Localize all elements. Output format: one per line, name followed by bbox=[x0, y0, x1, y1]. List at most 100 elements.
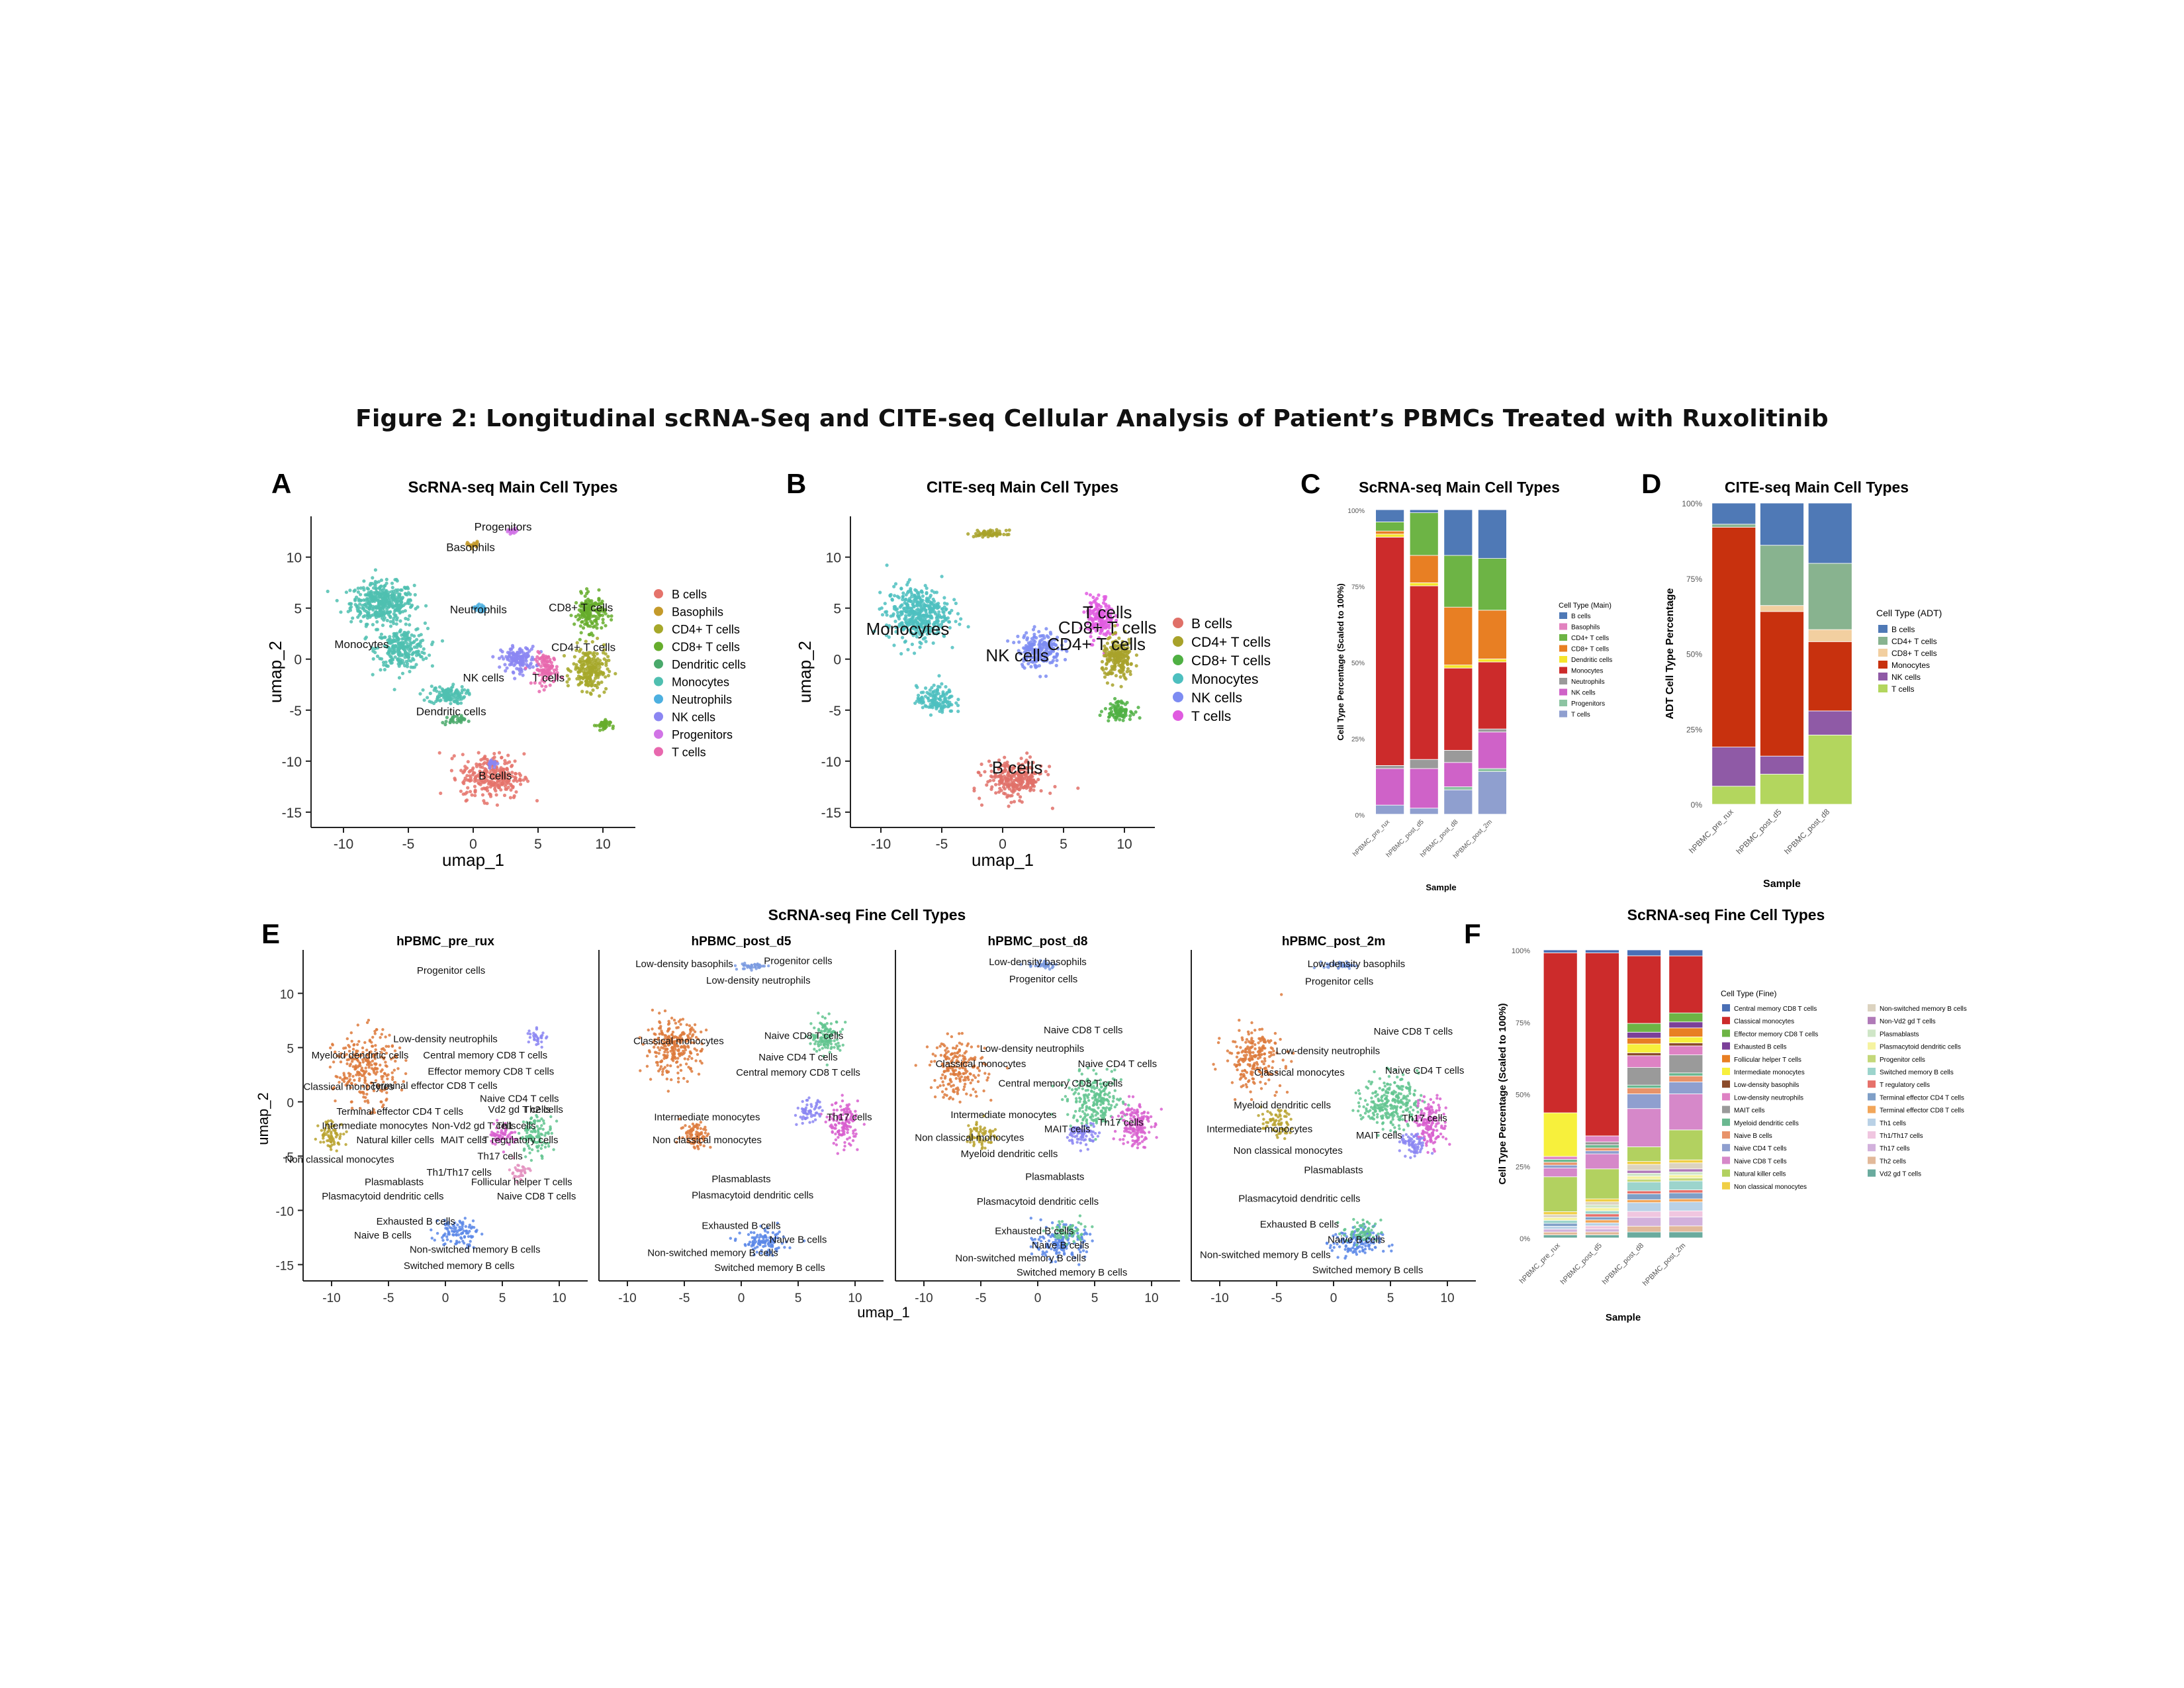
umap-point bbox=[1125, 700, 1129, 704]
umap-point bbox=[1029, 665, 1033, 669]
umap-point bbox=[1109, 669, 1113, 673]
umap-point bbox=[1054, 663, 1058, 668]
umap-point bbox=[359, 592, 363, 596]
umap-point bbox=[830, 1045, 833, 1049]
umap-point bbox=[594, 724, 599, 727]
umap-point bbox=[833, 1046, 836, 1049]
umap-point bbox=[966, 625, 970, 629]
umap-point bbox=[1104, 667, 1108, 671]
umap-point bbox=[435, 1232, 439, 1235]
umap-point bbox=[394, 622, 398, 626]
umap-point bbox=[373, 580, 377, 584]
umap-point bbox=[369, 589, 373, 594]
umap-point bbox=[1118, 675, 1122, 679]
umap-point bbox=[513, 677, 517, 680]
x-tick-label: 0 bbox=[738, 1291, 745, 1305]
umap-point bbox=[579, 604, 583, 608]
umap-point bbox=[602, 648, 606, 652]
umap-point bbox=[885, 613, 889, 617]
umap-point bbox=[471, 771, 475, 775]
umap-point bbox=[645, 1064, 649, 1068]
umap-point bbox=[538, 681, 542, 685]
umap-point bbox=[679, 1063, 682, 1067]
umap-point bbox=[560, 676, 564, 680]
umap-point bbox=[598, 614, 602, 618]
legend-label: T cells bbox=[1571, 712, 1590, 719]
bar-segment bbox=[1711, 524, 1756, 528]
umap-point bbox=[512, 1171, 515, 1174]
umap-point bbox=[535, 1125, 539, 1128]
umap-point bbox=[546, 671, 550, 675]
legend-label: CD4+ T cells bbox=[1891, 637, 1937, 646]
bar-segment bbox=[1807, 502, 1852, 564]
umap-point bbox=[991, 778, 995, 782]
umap-point bbox=[416, 605, 420, 609]
umap-point bbox=[878, 607, 882, 611]
umap-point bbox=[520, 654, 525, 658]
umap-point bbox=[840, 1133, 844, 1137]
cluster-label: Intermediate monocytes bbox=[322, 1120, 428, 1131]
cluster-label: Progenitors bbox=[475, 521, 532, 534]
y-tick-label: -5 bbox=[289, 704, 302, 719]
umap-point bbox=[349, 1100, 353, 1103]
umap-point bbox=[956, 612, 960, 616]
umap-point bbox=[681, 1126, 685, 1129]
umap-point bbox=[358, 602, 362, 606]
x-category-label: hPBMC_post_d8 bbox=[1782, 807, 1831, 856]
umap-point bbox=[339, 1133, 342, 1136]
umap-point bbox=[441, 721, 445, 725]
umap-point bbox=[428, 700, 432, 704]
bar-segment bbox=[1443, 555, 1473, 608]
umap-point bbox=[1105, 681, 1109, 685]
umap-point bbox=[394, 598, 398, 602]
umap-point bbox=[508, 760, 512, 764]
umap-point bbox=[671, 1056, 674, 1060]
umap-point bbox=[529, 658, 533, 662]
umap-point bbox=[396, 637, 401, 641]
umap-point bbox=[513, 759, 517, 763]
umap-point bbox=[398, 1046, 402, 1050]
umap-point bbox=[398, 654, 402, 658]
umap-point bbox=[365, 616, 370, 620]
umap-point bbox=[543, 659, 547, 663]
legend-swatch bbox=[1559, 623, 1567, 630]
umap-point bbox=[463, 1217, 467, 1220]
bar-segment bbox=[1711, 747, 1756, 787]
umap-point bbox=[540, 673, 545, 677]
umap-point bbox=[400, 637, 404, 641]
umap-point bbox=[348, 1074, 351, 1078]
umap-point bbox=[831, 1103, 834, 1107]
legend-label: CD8+ T cells bbox=[1191, 653, 1271, 669]
umap-point bbox=[1099, 710, 1103, 714]
umap-point bbox=[437, 690, 441, 694]
legend-swatch bbox=[654, 747, 663, 757]
umap-point bbox=[562, 654, 567, 658]
umap-point bbox=[331, 1043, 334, 1046]
umap-point bbox=[796, 1106, 800, 1110]
umap-point bbox=[607, 659, 611, 663]
umap-point bbox=[849, 1143, 852, 1147]
umap-point bbox=[481, 608, 485, 612]
umap-point bbox=[1118, 718, 1122, 722]
umap-point bbox=[670, 1078, 673, 1082]
umap-point bbox=[661, 1067, 665, 1071]
cluster-label: Dendritic cells bbox=[416, 705, 486, 718]
umap-point bbox=[924, 639, 928, 643]
umap-point bbox=[409, 665, 413, 669]
umap-point bbox=[484, 786, 488, 790]
umap-point bbox=[379, 1063, 382, 1067]
umap-point bbox=[651, 1008, 655, 1012]
umap-point bbox=[527, 1029, 531, 1033]
bar-segment bbox=[1375, 804, 1405, 815]
cluster-label: MAIT cells bbox=[441, 1135, 487, 1146]
umap-point bbox=[584, 616, 588, 620]
umap-point bbox=[1121, 718, 1125, 722]
umap-point bbox=[588, 659, 592, 664]
umap-point bbox=[930, 589, 934, 593]
cluster-label: Th1 cells bbox=[496, 1120, 536, 1131]
umap-point bbox=[606, 614, 610, 618]
umap-point bbox=[574, 665, 578, 669]
umap-point bbox=[1104, 654, 1108, 658]
legend-label: T cells bbox=[1191, 709, 1231, 724]
umap-point bbox=[695, 1130, 698, 1134]
